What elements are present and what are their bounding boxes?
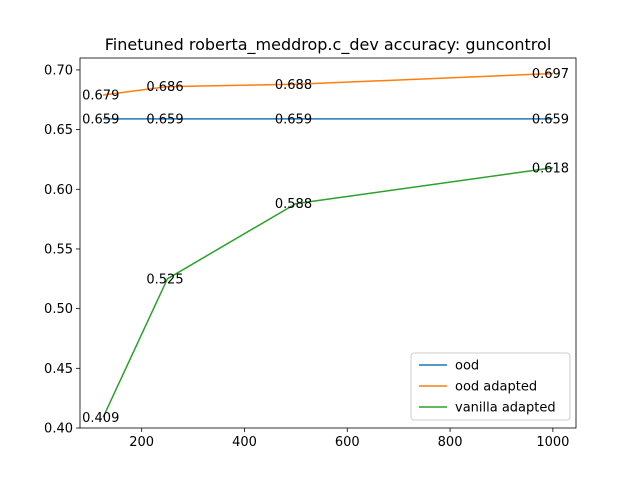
y-tick-label: 0.45 bbox=[44, 362, 73, 377]
data-label: 0.686 bbox=[146, 80, 183, 95]
legend-entry: ood bbox=[455, 359, 479, 374]
x-tick-label: 1000 bbox=[536, 435, 569, 450]
data-labels: 0.659 0.659 0.659 0.659 0.679 0.686 0.688 0.697… bbox=[82, 67, 569, 426]
data-label: 0.659 bbox=[532, 112, 569, 127]
y-tick-label: 0.40 bbox=[44, 422, 73, 437]
data-label: 0.688 bbox=[275, 78, 312, 93]
legend: ood ood adapted vanilla adapted bbox=[410, 352, 571, 421]
legend-entry: ood adapted bbox=[455, 380, 537, 395]
data-label: 0.659 bbox=[82, 112, 119, 127]
axes-frame bbox=[79, 57, 577, 429]
legend-box bbox=[410, 352, 571, 421]
data-label: 0.659 bbox=[275, 112, 312, 127]
x-tick-label: 400 bbox=[232, 435, 257, 450]
x-tick-label: 600 bbox=[335, 435, 360, 450]
legend-entry: vanilla adapted bbox=[455, 401, 556, 416]
y-tick-label: 0.60 bbox=[44, 183, 73, 198]
chart-title: Finetuned roberta_meddrop.c_dev accuracy… bbox=[105, 35, 552, 55]
x-tick-label: 800 bbox=[438, 435, 463, 450]
data-label: 0.659 bbox=[146, 112, 183, 127]
y-tick-label: 0.65 bbox=[44, 123, 73, 138]
data-label: 0.679 bbox=[82, 89, 119, 104]
data-label: 0.618 bbox=[532, 161, 569, 176]
y-tick-label: 0.55 bbox=[44, 242, 73, 257]
axes: 200 400 600 800 1000 0.40 0.45 0.50 0.55 0.60 0.65… bbox=[44, 57, 577, 450]
x-tick-label: 200 bbox=[129, 435, 154, 450]
plot-area bbox=[102, 72, 554, 418]
series-line-1 bbox=[103, 72, 553, 96]
data-label: 0.588 bbox=[275, 197, 312, 212]
series-line-2 bbox=[102, 167, 554, 418]
data-label: 0.697 bbox=[532, 67, 569, 82]
data-label: 0.525 bbox=[146, 272, 183, 287]
data-label: 0.409 bbox=[82, 411, 119, 426]
y-tick-label: 0.70 bbox=[44, 63, 73, 78]
y-tick-label: 0.50 bbox=[44, 302, 73, 317]
